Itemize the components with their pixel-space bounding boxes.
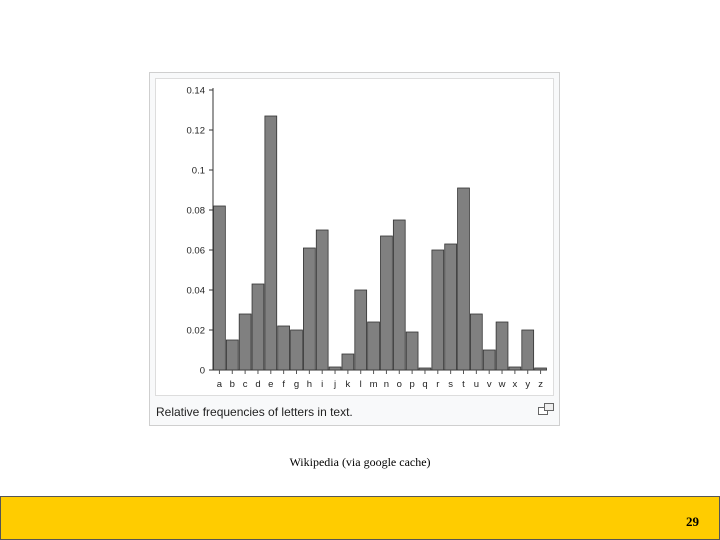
- page-number: 29: [686, 514, 699, 529]
- letter-frequency-chart: 0 0.02 0.04 0.06 0.08 0.1 0.12 0.14 a b c d e f g h i j k l…: [187, 86, 547, 390]
- x-tick-label: r: [436, 379, 439, 390]
- x-tick-label: i: [321, 379, 323, 390]
- bar-a: [213, 205, 226, 371]
- bar-t: [457, 187, 470, 371]
- bar-f: [277, 325, 290, 371]
- y-tick-label: 0.08: [187, 206, 206, 217]
- y-tick-label: 0.14: [187, 86, 206, 97]
- x-tick-label: s: [448, 379, 453, 390]
- y-tick-label: 0.06: [187, 246, 206, 257]
- x-tick-label: v: [487, 379, 492, 390]
- y-tick-label: 0.1: [192, 166, 205, 177]
- bar-w: [495, 321, 509, 371]
- x-tick-label: j: [333, 379, 336, 390]
- magnify-clip-icon[interactable]: [538, 403, 554, 415]
- footer-bar: 29: [0, 496, 720, 540]
- bar-o: [392, 219, 406, 371]
- bar-q: [418, 367, 432, 371]
- figure-thumbnail: 0 0.02 0.04 0.06 0.08 0.1 0.12 0.14 a b c d e f g h i j k l…: [149, 72, 560, 426]
- y-tick-label: 0.12: [187, 126, 206, 137]
- x-tick-label: k: [346, 379, 351, 390]
- bar-y: [521, 329, 535, 371]
- y-tick-label: 0.04: [187, 286, 206, 297]
- x-tick-label: n: [384, 379, 389, 390]
- bar-v: [482, 349, 496, 371]
- x-tick-label: y: [525, 379, 530, 390]
- bar-z: [534, 367, 547, 371]
- x-tick-label: e: [268, 379, 273, 390]
- y-tick-label: 0.02: [187, 326, 206, 337]
- x-tick-label: w: [498, 379, 506, 390]
- bar-e: [264, 115, 278, 371]
- x-tick-label: o: [397, 379, 402, 390]
- bar-g: [290, 329, 303, 371]
- x-tick-label: c: [243, 379, 248, 390]
- source-credit: Wikipedia (via google cache): [289, 455, 431, 469]
- bar-m: [367, 321, 380, 371]
- bar-u: [470, 313, 483, 371]
- figure-caption: Relative frequencies of letters in text.: [156, 405, 353, 419]
- bar-b: [225, 339, 239, 371]
- bar-l: [354, 289, 368, 371]
- bar-k: [341, 353, 355, 371]
- x-tick-label: a: [217, 379, 223, 390]
- x-tick-label: d: [255, 379, 260, 390]
- x-tick-label: m: [370, 379, 378, 390]
- x-tick-label: z: [538, 379, 543, 390]
- bar-p: [405, 331, 419, 371]
- bar-s: [444, 243, 457, 371]
- bar-n: [380, 235, 393, 371]
- bar-h: [303, 247, 316, 371]
- x-tick-label: p: [409, 379, 414, 390]
- x-tick-label: t: [462, 379, 465, 390]
- bar-i: [315, 229, 329, 371]
- y-tick-label: 0: [200, 366, 205, 377]
- bar-j: [328, 366, 342, 371]
- x-tick-label: h: [307, 379, 312, 390]
- bar-c: [238, 313, 252, 371]
- x-tick-label: b: [230, 379, 235, 390]
- x-tick-label: q: [422, 379, 427, 390]
- x-tick-label: g: [294, 379, 299, 390]
- x-tick-label: x: [513, 379, 518, 390]
- bar-r: [431, 249, 445, 371]
- bar-x: [508, 366, 522, 371]
- x-tick-label: u: [474, 379, 479, 390]
- x-tick-label: f: [282, 379, 285, 390]
- chart-panel: 0 0.02 0.04 0.06 0.08 0.1 0.12 0.14 a b c d e f g h i j k l…: [155, 78, 554, 396]
- x-tick-label: l: [360, 379, 362, 390]
- bar-d: [251, 283, 265, 371]
